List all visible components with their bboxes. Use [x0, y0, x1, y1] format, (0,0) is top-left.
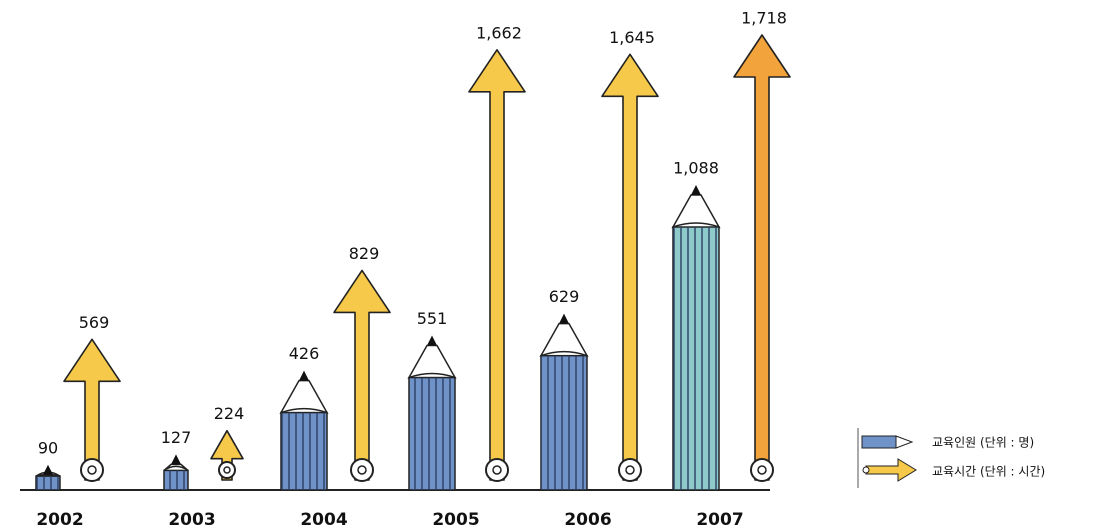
- year-label: 2002: [36, 510, 83, 530]
- arrow-eye-dot: [87, 465, 97, 475]
- value-label: 1,662: [476, 23, 522, 42]
- pencil-tip: [691, 185, 701, 195]
- value-label: 224: [214, 404, 245, 423]
- pencil-stripes: [673, 227, 719, 490]
- arrow-eye-dot: [223, 466, 231, 474]
- pencil-stripes: [281, 412, 327, 490]
- year-label: 2007: [696, 510, 743, 530]
- pencil-tip: [171, 454, 181, 465]
- arrow-eye-dot: [757, 465, 767, 475]
- pencil-tip: [299, 370, 309, 381]
- value-label: 1,718: [741, 9, 787, 28]
- arrow-eye-dot: [492, 465, 502, 475]
- pencil-tip: [427, 335, 437, 346]
- legend-label: 교육시간 (단위 : 시간): [932, 465, 1045, 479]
- value-label: 1,088: [673, 159, 719, 178]
- arrow: [333, 269, 391, 481]
- legend-label: 교육인원 (단위 : 명): [932, 436, 1034, 450]
- arrow-eye-dot: [625, 465, 635, 475]
- pencil-stripes: [36, 476, 60, 490]
- legend-pencil: [861, 435, 914, 449]
- value-label: 426: [289, 344, 320, 363]
- legend-arrow: [865, 458, 917, 482]
- year-label: 2004: [300, 510, 347, 530]
- pencil-cone: [279, 379, 329, 414]
- arrow: [601, 53, 659, 481]
- pencil-tip: [559, 313, 569, 324]
- pencil-cone: [539, 322, 589, 358]
- pencil-cone: [407, 344, 457, 379]
- arrow: [468, 49, 526, 481]
- pencil-stripes: [164, 470, 188, 490]
- value-label: 569: [79, 313, 110, 332]
- pencil-tip: [43, 464, 53, 475]
- pencil-cone: [163, 463, 189, 472]
- pencil-cone: [671, 194, 721, 229]
- value-label: 1,645: [609, 28, 655, 47]
- year-label: 2006: [564, 510, 611, 530]
- year-label: 2005: [432, 510, 479, 530]
- legend-pencil-cone: [895, 435, 914, 449]
- value-label: 127: [161, 428, 192, 447]
- arrow-eye-dot: [357, 465, 367, 475]
- pencil-stripes: [409, 377, 455, 490]
- legend-arrow-eye: [862, 466, 870, 474]
- legend-pencil-body: [861, 435, 897, 449]
- year-label: 2003: [168, 510, 215, 530]
- value-label: 829: [349, 244, 380, 263]
- value-label: 90: [38, 438, 58, 457]
- value-label: 551: [417, 309, 448, 328]
- pencil-stripes: [541, 355, 587, 490]
- arrow: [733, 34, 791, 481]
- value-label: 629: [549, 287, 580, 306]
